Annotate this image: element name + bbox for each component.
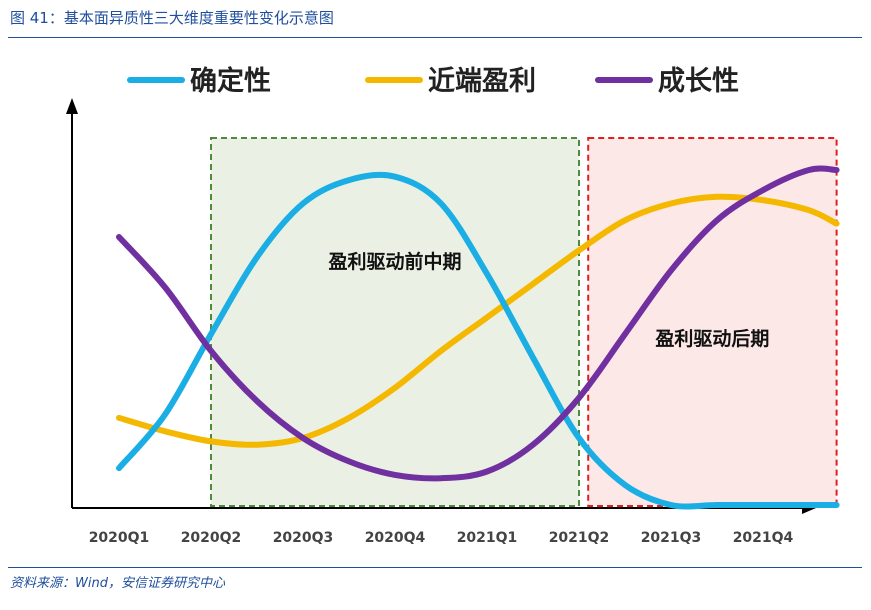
x-tick-label: 2021Q4 [733, 530, 794, 546]
series-line-1 [116, 171, 840, 510]
series-line-3 [116, 165, 840, 482]
x-tick-label: 2021Q3 [641, 530, 702, 546]
source-note: 资料来源：Wind，安信证券研究中心 [10, 576, 225, 591]
x-tick-label: 2021Q2 [549, 530, 610, 546]
region-label-1: 盈利驱动前中期 [327, 250, 461, 273]
x-tick-label: 2020Q1 [89, 530, 150, 546]
legend: 确定性 近端盈利 成长性 [127, 65, 739, 97]
region-2 [587, 137, 838, 507]
region-label-2: 盈利驱动后期 [654, 328, 769, 350]
x-tick-label: 2021Q1 [457, 530, 518, 546]
title-rule [8, 37, 862, 38]
x-tick-label: 2020Q3 [273, 530, 334, 546]
series-lines [116, 165, 840, 510]
legend-label-1: 确定性 [190, 65, 271, 97]
figure-title: 图 41：基本面异质性三大维度重要性变化示意图 [10, 9, 334, 27]
y-axis-arrow [66, 98, 78, 114]
x-tick-label: 2020Q4 [365, 530, 426, 546]
x-tick-label: 2020Q2 [181, 530, 242, 546]
source-rule [8, 567, 862, 568]
series-line-2 [116, 193, 840, 448]
legend-label-3: 成长性 [658, 66, 739, 97]
x-tick-labels: 2020Q1 2020Q2 2020Q3 2020Q4 2021Q1 2021Q2 2021… [89, 530, 794, 546]
legend-label-2: 近端盈利 [428, 66, 536, 97]
